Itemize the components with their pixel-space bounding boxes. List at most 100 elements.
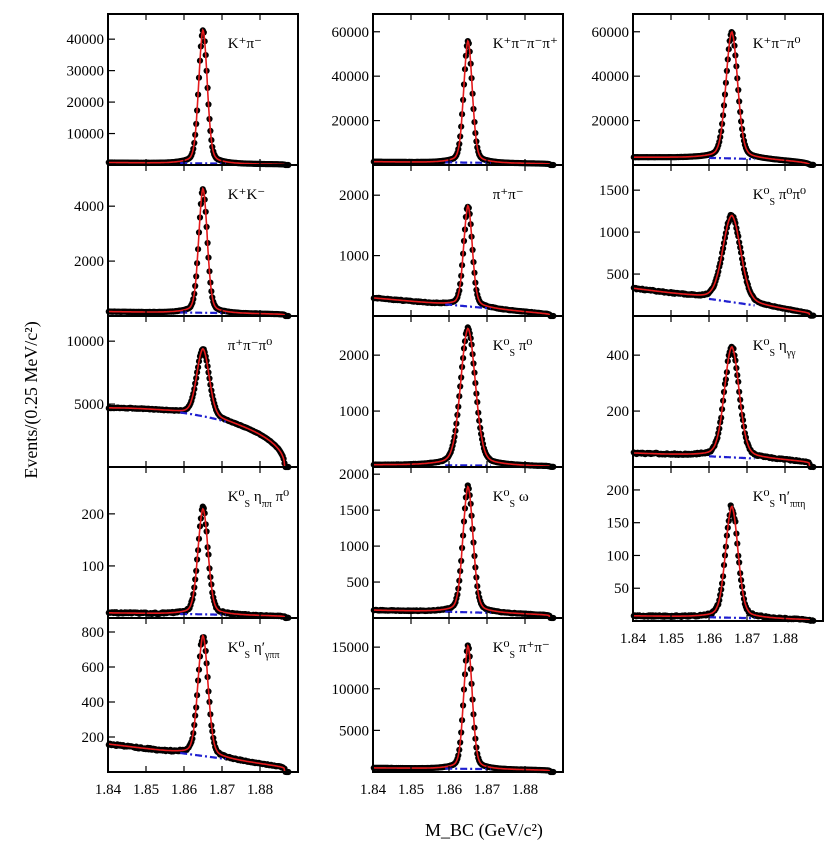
panel-kspi0pi0: 500 1000 1500 K⁰S π⁰π⁰ xyxy=(599,164,824,319)
y-tick-label: 200 xyxy=(82,507,105,523)
x-tick-label: 1.85 xyxy=(658,631,684,647)
channel-label: K⁰S η′ππη xyxy=(753,489,806,510)
x-tick-label: 1.85 xyxy=(133,782,159,798)
channel-label: K⁰S π⁺π⁻ xyxy=(493,640,550,661)
y-tick-label: 500 xyxy=(347,575,370,591)
y-tick-label: 2000 xyxy=(339,348,369,364)
panel-ks_etagg: 200 400 K⁰S ηγγ xyxy=(607,315,824,471)
panel-frame xyxy=(632,315,824,468)
y-axis-title: Events/(0.25 MeV/c²) xyxy=(21,321,42,478)
panel-pipipi0: 5000 10000 π⁺π⁻π⁰ xyxy=(67,315,299,471)
panel-ks_etap_gpp: 200 400 600 800 K⁰S η′γππ xyxy=(82,617,299,776)
x-axis-title: M_BC (GeV/c²) xyxy=(425,820,543,841)
y-tick-label: 2000 xyxy=(339,188,369,204)
x-tick-label: 1.84 xyxy=(620,631,647,647)
y-tick-label: 40000 xyxy=(67,32,105,48)
x-tick-label: 1.84 xyxy=(95,782,122,798)
channel-label: K⁰S η′γππ xyxy=(228,640,280,661)
y-tick-label: 2000 xyxy=(74,254,104,270)
y-tick-label: 40000 xyxy=(332,69,370,85)
y-tick-label: 200 xyxy=(607,404,630,420)
x-tick-label: 1.85 xyxy=(398,782,424,798)
panel-ks_etapipipi0: 100 200 K⁰S ηππ π⁰ xyxy=(82,466,299,622)
x-tick-label: 1.86 xyxy=(696,631,723,647)
x-tick-label: 1.88 xyxy=(512,782,538,798)
y-tick-label: 20000 xyxy=(67,95,105,111)
channel-label: K⁰S π⁰ xyxy=(493,338,533,359)
x-tick-label: 1.88 xyxy=(772,631,798,647)
fit-curve xyxy=(108,28,286,166)
y-tick-label: 150 xyxy=(607,516,630,532)
background-curve xyxy=(709,156,755,161)
fit-curve xyxy=(108,347,286,468)
fit-curve xyxy=(373,204,551,317)
y-tick-label: 10000 xyxy=(67,334,105,350)
fit-curve xyxy=(633,505,811,622)
channel-label: K⁰S π⁰π⁰ xyxy=(753,187,806,208)
panel-frame xyxy=(107,466,299,619)
channel-label: K⁰S ηγγ xyxy=(753,338,796,359)
fit-curve xyxy=(632,214,811,316)
panel-kspipi: 5000 10000 15000 K⁰S π⁺π⁻ xyxy=(332,617,564,776)
fit-curve xyxy=(632,345,811,467)
panel-ksomega: 500 1000 1500 2000 K⁰S ω xyxy=(339,466,564,622)
y-tick-label: 400 xyxy=(82,695,105,711)
panel-frame xyxy=(107,617,299,773)
panel-frame xyxy=(372,164,564,317)
y-tick-label: 1000 xyxy=(339,539,369,555)
panel-kspi0: 1000 2000 K⁰S π⁰ xyxy=(339,315,564,470)
y-tick-label: 200 xyxy=(82,730,105,746)
fit-curve xyxy=(373,327,551,468)
channel-label: π⁺π⁻ xyxy=(493,187,524,203)
background-curve xyxy=(709,616,755,620)
x-tick-label: 1.88 xyxy=(247,782,273,798)
panel-kpipi0: 20000 40000 60000 K⁺π⁻π⁰ xyxy=(592,13,824,168)
y-tick-label: 5000 xyxy=(74,397,104,413)
y-tick-label: 200 xyxy=(607,483,630,499)
channel-label: K⁺π⁻π⁰ xyxy=(753,36,801,52)
channel-label: π⁺π⁻π⁰ xyxy=(228,338,273,354)
fit-curve xyxy=(108,186,286,317)
x-tick-label: 1.86 xyxy=(436,782,463,798)
y-tick-label: 400 xyxy=(607,348,630,364)
y-tick-label: 10000 xyxy=(67,127,105,143)
y-tick-label: 4000 xyxy=(74,199,104,215)
x-tick-label: 1.87 xyxy=(209,782,236,798)
y-tick-label: 5000 xyxy=(339,723,369,739)
y-tick-label: 1500 xyxy=(339,503,369,519)
y-tick-label: 500 xyxy=(607,267,630,283)
channel-label: K⁺π⁻ xyxy=(228,36,262,52)
y-tick-label: 800 xyxy=(82,625,105,641)
y-tick-label: 60000 xyxy=(332,25,370,41)
panel-frame xyxy=(632,466,824,622)
y-tick-label: 1000 xyxy=(339,249,369,265)
y-tick-label: 10000 xyxy=(332,682,370,698)
background-curve xyxy=(709,455,755,460)
fit-curve xyxy=(373,485,551,619)
fit-curve xyxy=(108,507,286,619)
fit-curve xyxy=(633,30,811,166)
panel-k3pi: 20000 40000 60000 K⁺π⁻π⁻π⁺ xyxy=(332,13,564,169)
fit-curve xyxy=(107,634,286,773)
x-tick-label: 1.87 xyxy=(734,631,761,647)
y-tick-label: 15000 xyxy=(332,640,370,656)
y-tick-label: 20000 xyxy=(592,114,630,130)
channel-label: K⁺K⁻ xyxy=(228,187,266,203)
y-tick-label: 60000 xyxy=(592,25,630,41)
y-tick-label: 1500 xyxy=(599,183,629,199)
fit-curve xyxy=(373,39,551,166)
channel-label: K⁰S ω xyxy=(493,489,529,510)
y-tick-label: 30000 xyxy=(67,64,105,80)
y-tick-label: 100 xyxy=(82,559,105,575)
fit-curve xyxy=(373,643,551,773)
background-curve xyxy=(708,297,755,307)
y-tick-label: 20000 xyxy=(332,114,370,130)
panel-frame xyxy=(372,617,564,773)
channel-label: K⁰S ηππ π⁰ xyxy=(228,489,289,510)
x-tick-label: 1.84 xyxy=(360,782,387,798)
channel-label: K⁺π⁻π⁻π⁺ xyxy=(493,36,558,52)
x-tick-label: 1.87 xyxy=(474,782,501,798)
y-tick-label: 1000 xyxy=(599,225,629,241)
